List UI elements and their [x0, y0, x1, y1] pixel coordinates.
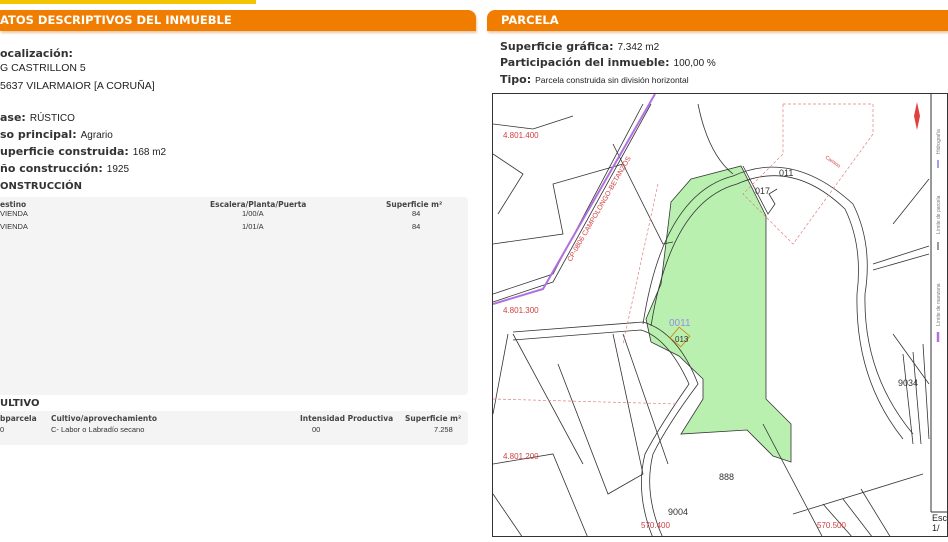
parcel-label: 9034 [898, 378, 918, 388]
anio-row: ño construcción: 1925 [0, 162, 130, 175]
cultivo-row-superficie: 7.258 [434, 425, 453, 434]
tipo-row: Tipo: Parcela construida sin división hor… [500, 73, 689, 86]
scale-value: 1/ [932, 523, 940, 533]
col-escalera: Escalera/Planta/Puerta [210, 200, 307, 209]
parcel-label: 888 [719, 472, 734, 482]
table-row-1-superficie: 84 [412, 209, 421, 218]
parcel-highlight[interactable] [645, 165, 792, 463]
coord-label: 4.801.300 [503, 306, 539, 315]
table-row-1-destino: VIENDA [0, 209, 28, 218]
table-row-2-planta: 1/01/A [242, 222, 264, 231]
parcel-label: 011 [779, 168, 793, 178]
coord-label: 570.500 [817, 521, 846, 530]
col-superficie: Superficie m² [386, 200, 443, 209]
participacion-row: Participación del inmueble: 100,00 % [500, 56, 716, 69]
legend-limite-manzana: Límite de manzana [936, 283, 942, 326]
col-intensidad: Intensidad Productiva [300, 414, 394, 423]
manzana-boundary [493, 94, 656, 305]
address-line1: G CASTRILLON 5 [0, 62, 86, 74]
uso-row: so principal: Agrario [0, 128, 113, 141]
map-svg: 4.801.400 4.801.300 4.801.200 570.400 57… [493, 94, 947, 536]
col-superficie: Superficie m² [405, 414, 462, 423]
building-013 [669, 326, 691, 348]
col-destino: estino [0, 200, 27, 209]
building-label: 013 [675, 335, 689, 344]
table-row-2-superficie: 84 [412, 222, 421, 231]
top-accent-bar [0, 0, 256, 4]
scale-label: Esc [932, 513, 948, 523]
road-label: CP-0806 CAMPOLONGO-BETANZOS [567, 155, 633, 263]
cadastral-map[interactable]: 4.801.400 4.801.300 4.801.200 570.400 57… [492, 93, 948, 537]
parcel-label: 017 [755, 186, 770, 196]
cultivo-row-intensidad: 00 [312, 425, 321, 434]
cultivo-title: ULTIVO [0, 398, 40, 409]
legend-limite-parcela: Límite de parcela [936, 195, 942, 234]
parcel-label-main: 0011 [669, 318, 691, 329]
superficie-row: uperficie construida: 168 m2 [0, 145, 167, 158]
coord-label: 570.400 [641, 521, 670, 530]
superficie-grafica-row: Superficie gráfica: 7.342 m2 [500, 40, 660, 53]
construccion-title: ONSTRUCCIÓN [0, 181, 82, 192]
table-row-2-destino: VIENDA [0, 222, 28, 231]
coord-label: 4.801.400 [503, 131, 539, 140]
camino-label: Camino [824, 155, 842, 170]
cultivo-row-cultivo: C- Labor o Labradío secano [51, 425, 145, 434]
col-subparcela: bparcela [0, 414, 37, 423]
localizacion-label: ocalización: [0, 47, 73, 60]
coord-label: 4.801.200 [503, 452, 539, 461]
legend-hidrografia: Hidrografía [936, 129, 942, 154]
cultivo-table: bparcela Cultivo/aprovechamiento Intensi… [0, 411, 468, 445]
datos-descriptivos-header: ATOS DESCRIPTIVOS DEL INMUEBLE [0, 10, 476, 31]
cultivo-row-subparcela: 0 [0, 425, 5, 434]
table-row-1-planta: 1/00/A [242, 209, 264, 218]
address-line2: 5637 VILARMAIOR [A CORUÑA] [0, 80, 155, 92]
parcela-header: PARCELA [487, 10, 948, 31]
col-cultivo: Cultivo/aprovechamiento [51, 414, 158, 423]
construccion-table: estino Escalera/Planta/Puerta Superficie… [0, 197, 468, 395]
north-arrow-icon [914, 102, 920, 130]
parcel-label: 9004 [668, 507, 688, 517]
clase-row: ase: RÚSTICO [0, 111, 75, 124]
